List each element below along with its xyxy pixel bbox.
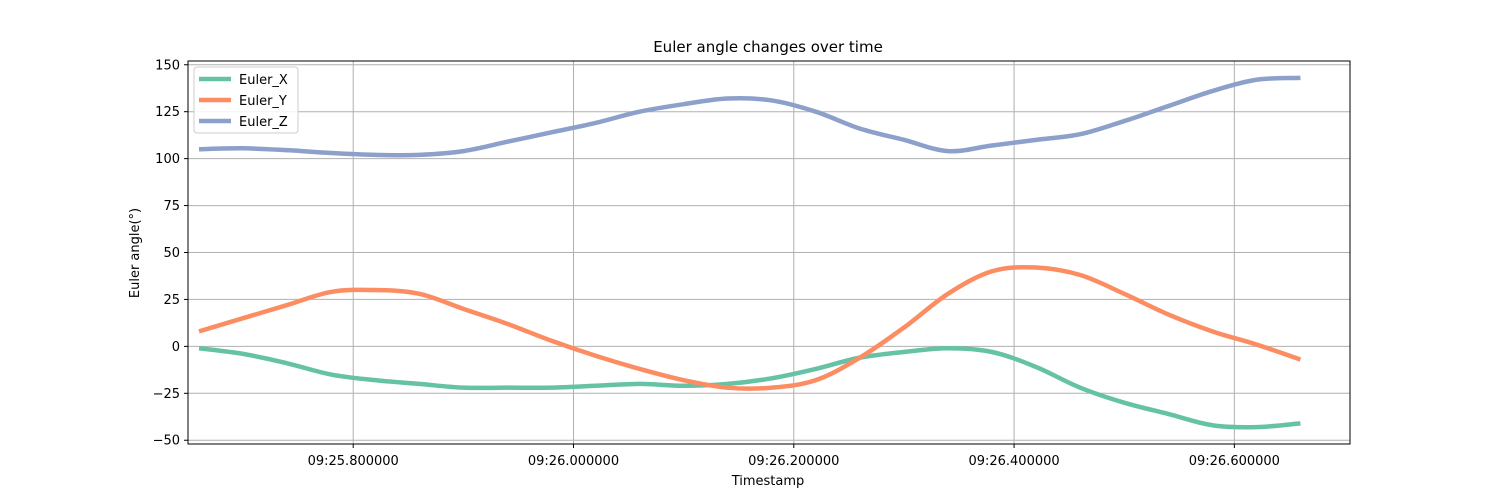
ticks-layer: 150 125 100 75 50 25 0 −25 −50 09:25.800000 09:26.… [153, 58, 1280, 469]
y-tick-label: 75 [163, 199, 180, 214]
series-line-euler-x [198, 346, 1301, 430]
y-axis-title: Euler angle(°) [128, 208, 143, 298]
y-tick-label: −50 [153, 434, 180, 449]
legend-label: Euler_Y [239, 94, 287, 109]
x-axis-title: Timestamp [731, 474, 805, 489]
series-line-euler-y [198, 264, 1302, 391]
legend-label: Euler_Z [239, 115, 288, 130]
y-tick-label: −25 [153, 387, 180, 402]
x-tick-label: 09:26.000000 [528, 454, 619, 469]
legend-label: Euler_X [239, 73, 288, 88]
x-tick-label: 09:26.600000 [1189, 454, 1280, 469]
grid-layer [188, 61, 1350, 444]
x-tick-label: 09:26.400000 [968, 454, 1059, 469]
y-tick-label: 50 [163, 246, 180, 261]
x-tick-label: 09:25.800000 [308, 454, 399, 469]
y-tick-label: 125 [155, 105, 180, 120]
y-tick-label: 100 [155, 152, 180, 167]
y-tick-label: 0 [172, 340, 180, 355]
chart-title: Euler angle changes over time [653, 38, 883, 56]
series-layer [198, 75, 1302, 430]
legend: Euler_X Euler_Y Euler_Z [193, 66, 299, 134]
x-tick-label: 09:26.200000 [748, 454, 839, 469]
series-line-euler-z [198, 75, 1301, 158]
y-tick-label: 150 [155, 58, 180, 73]
y-tick-label: 25 [163, 293, 180, 308]
legend-box [193, 66, 299, 134]
